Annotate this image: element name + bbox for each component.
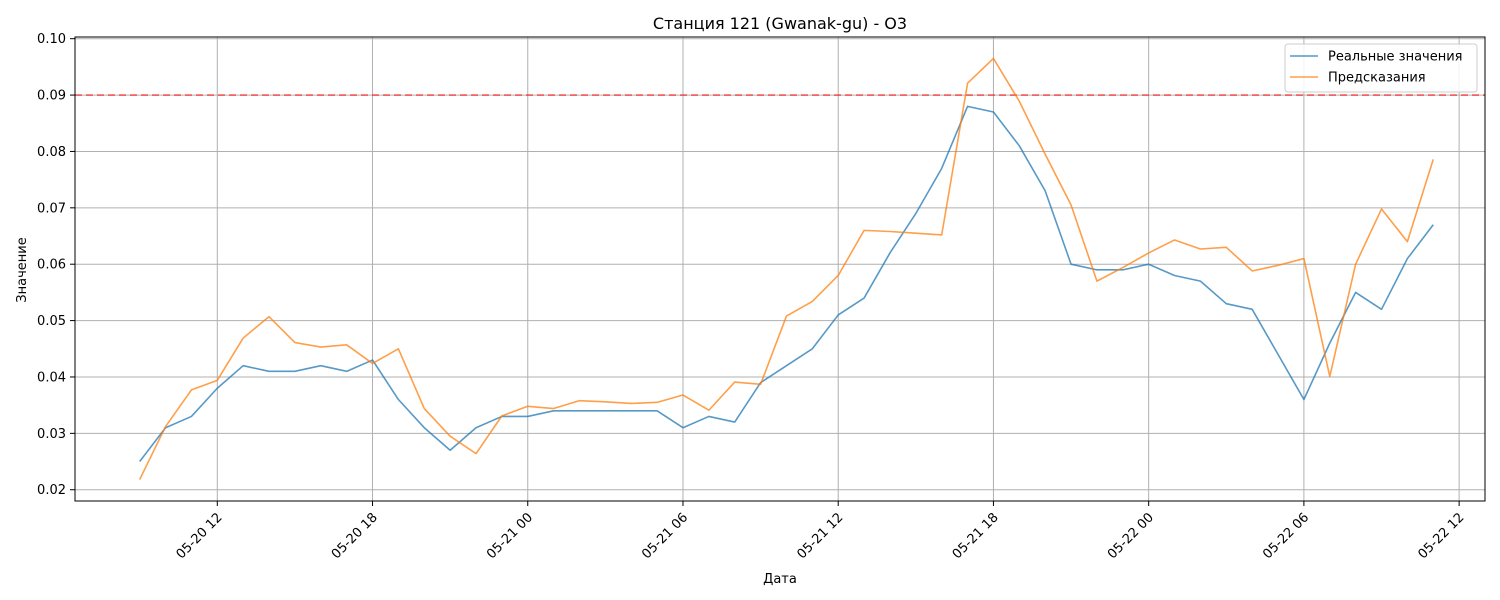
y-tick-label: 0.02 <box>37 483 66 498</box>
x-axis-label: Дата <box>763 572 797 587</box>
y-tick-label: 0.03 <box>37 427 66 442</box>
chart-title: Станция 121 (Gwanak-gu) - O3 <box>653 14 907 33</box>
y-tick-label: 0.10 <box>37 32 66 47</box>
y-tick-label: 0.09 <box>37 89 66 104</box>
y-tick-label: 0.05 <box>37 314 66 329</box>
series-layer <box>138 57 1435 480</box>
y-axis-label: Значение <box>15 237 30 302</box>
series-line <box>139 105 1434 463</box>
y-tick-label: 0.07 <box>37 201 66 216</box>
y-tick-label: 0.06 <box>37 258 66 273</box>
y-tick-label: 0.04 <box>37 370 66 385</box>
y-tick-label: 0.08 <box>37 145 66 160</box>
plot-frame <box>74 36 1486 502</box>
legend-label: Реальные значения <box>1328 50 1463 65</box>
legend-label: Предсказания <box>1328 71 1426 86</box>
legend: Реальные значения Предсказания <box>1284 43 1478 93</box>
legend-box <box>1284 43 1478 93</box>
series-line <box>138 57 1435 480</box>
